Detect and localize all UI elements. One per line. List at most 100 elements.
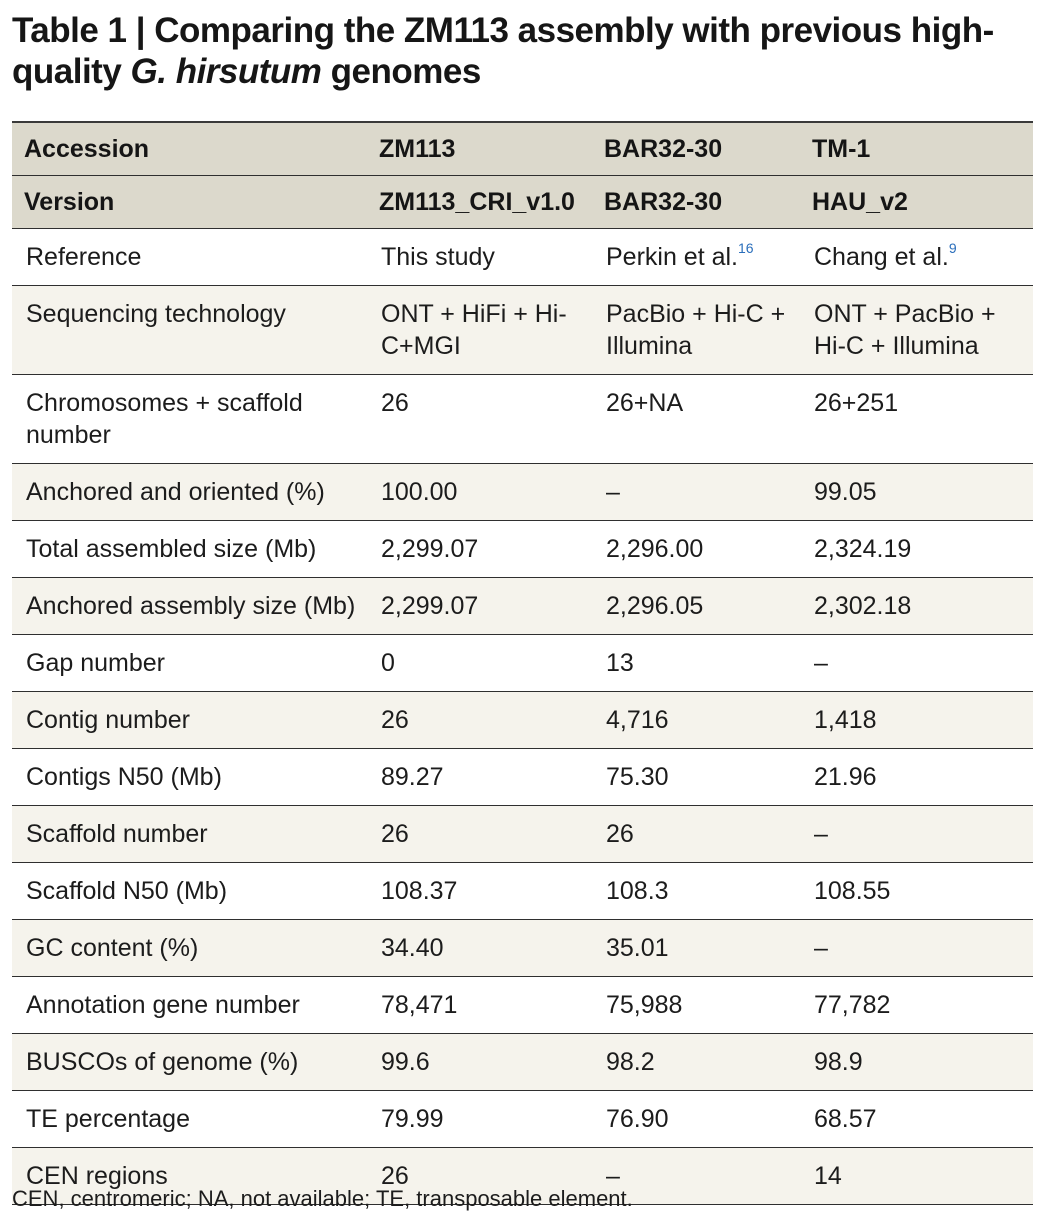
table-row: Chromosomes + scaffold number 26 26+NA 2… bbox=[12, 374, 1033, 464]
table-row: Scaffold number 26 26 – bbox=[12, 805, 1033, 863]
tm1-cell: 77,782 bbox=[800, 976, 1033, 1034]
row-label: Scaffold N50 (Mb) bbox=[12, 862, 367, 920]
tm1-cell: 2,324.19 bbox=[800, 520, 1033, 578]
header-cell: ZM113 bbox=[367, 121, 592, 176]
table-row: Anchored assembly size (Mb) 2,299.07 2,2… bbox=[12, 577, 1033, 635]
header-cell: Version bbox=[12, 175, 367, 229]
zm113-cell: ONT + HiFi + Hi-C+MGI bbox=[367, 285, 592, 375]
zm113-cell: 89.27 bbox=[367, 748, 592, 806]
row-label: Anchored assembly size (Mb) bbox=[12, 577, 367, 635]
table-row: Anchored and oriented (%) 100.00 – 99.05 bbox=[12, 463, 1033, 521]
table-row: Contig number 26 4,716 1,418 bbox=[12, 691, 1033, 749]
table-row: Total assembled size (Mb) 2,299.07 2,296… bbox=[12, 520, 1033, 578]
bar32-cell: 2,296.05 bbox=[592, 577, 800, 635]
tm1-cell: 26+251 bbox=[800, 374, 1033, 464]
row-label: Sequencing technology bbox=[12, 285, 367, 375]
header-cell: HAU_v2 bbox=[800, 175, 1033, 229]
zm113-cell: This study bbox=[367, 228, 592, 286]
tm1-cell: 14 bbox=[800, 1147, 1033, 1205]
zm113-cell: 108.37 bbox=[367, 862, 592, 920]
tm1-cell: 98.9 bbox=[800, 1033, 1033, 1091]
genome-comparison-table: Accession ZM113 BAR32-30 TM-1 Version ZM… bbox=[12, 121, 1033, 1205]
bar32-cell: 76.90 bbox=[592, 1090, 800, 1148]
table-row: Annotation gene number 78,471 75,988 77,… bbox=[12, 976, 1033, 1034]
table-row: Sequencing technology ONT + HiFi + Hi-C+… bbox=[12, 285, 1033, 375]
bar32-cell: Perkin et al.16 bbox=[592, 228, 800, 286]
row-label: Scaffold number bbox=[12, 805, 367, 863]
zm113-cell: 100.00 bbox=[367, 463, 592, 521]
row-label: Contig number bbox=[12, 691, 367, 749]
table-header: Accession ZM113 BAR32-30 TM-1 Version ZM… bbox=[12, 121, 1033, 229]
tm1-cell: 2,302.18 bbox=[800, 577, 1033, 635]
table-body: Reference This study Perkin et al.16 Cha… bbox=[12, 228, 1033, 1205]
tm1-cell: 108.55 bbox=[800, 862, 1033, 920]
table-row: BUSCOs of genome (%) 99.6 98.2 98.9 bbox=[12, 1033, 1033, 1091]
row-label: CEN regions bbox=[12, 1147, 367, 1205]
table-row: Reference This study Perkin et al.16 Cha… bbox=[12, 228, 1033, 286]
header-cell: Accession bbox=[12, 121, 367, 176]
zm113-cell: 34.40 bbox=[367, 919, 592, 977]
tm1-cell: 68.57 bbox=[800, 1090, 1033, 1148]
bar32-cell: 75,988 bbox=[592, 976, 800, 1034]
tm1-cell: Chang et al.9 bbox=[800, 228, 1033, 286]
bar32-cell: 26+NA bbox=[592, 374, 800, 464]
row-label: Gap number bbox=[12, 634, 367, 692]
table-row: TE percentage 79.99 76.90 68.57 bbox=[12, 1090, 1033, 1148]
reference-text: Perkin et al. bbox=[606, 243, 739, 271]
bar32-cell: 98.2 bbox=[592, 1033, 800, 1091]
table-row: CEN regions 26 – 14 bbox=[12, 1147, 1033, 1205]
zm113-cell: 0 bbox=[367, 634, 592, 692]
zm113-cell: 2,299.07 bbox=[367, 577, 592, 635]
bar32-cell: 75.30 bbox=[592, 748, 800, 806]
zm113-cell: 99.6 bbox=[367, 1033, 592, 1091]
zm113-cell: 2,299.07 bbox=[367, 520, 592, 578]
citation-link[interactable]: 16 bbox=[738, 240, 754, 256]
row-label: GC content (%) bbox=[12, 919, 367, 977]
title-suffix: genomes bbox=[321, 52, 482, 91]
zm113-cell: 26 bbox=[367, 805, 592, 863]
header-cell: ZM113_CRI_v1.0 bbox=[367, 175, 592, 229]
bar32-cell: – bbox=[592, 463, 800, 521]
table-title: Table 1 | Comparing the ZM113 assembly w… bbox=[12, 10, 1042, 92]
table-row: Contigs N50 (Mb) 89.27 75.30 21.96 bbox=[12, 748, 1033, 806]
reference-text: Chang et al. bbox=[814, 243, 949, 271]
tm1-cell: – bbox=[800, 634, 1033, 692]
header-cell: BAR32-30 bbox=[592, 121, 800, 176]
title-species: G. hirsutum bbox=[130, 52, 322, 91]
title-text: Table 1 | Comparing the ZM113 assembly w… bbox=[12, 11, 994, 91]
table-row: Gap number 0 13 – bbox=[12, 634, 1033, 692]
bar32-cell: 2,296.00 bbox=[592, 520, 800, 578]
bar32-cell: 26 bbox=[592, 805, 800, 863]
tm1-cell: 99.05 bbox=[800, 463, 1033, 521]
bar32-cell: 108.3 bbox=[592, 862, 800, 920]
row-label: Annotation gene number bbox=[12, 976, 367, 1034]
table-row: Scaffold N50 (Mb) 108.37 108.3 108.55 bbox=[12, 862, 1033, 920]
tm1-cell: 1,418 bbox=[800, 691, 1033, 749]
bar32-cell: – bbox=[592, 1147, 800, 1205]
zm113-cell: 78,471 bbox=[367, 976, 592, 1034]
header-cell: BAR32-30 bbox=[592, 175, 800, 229]
tm1-cell: – bbox=[800, 919, 1033, 977]
zm113-cell: 26 bbox=[367, 691, 592, 749]
row-label: Total assembled size (Mb) bbox=[12, 520, 367, 578]
header-row: Version ZM113_CRI_v1.0 BAR32-30 HAU_v2 bbox=[12, 175, 1033, 229]
row-label: Anchored and oriented (%) bbox=[12, 463, 367, 521]
table-footnote: CEN, centromeric; NA, not available; TE,… bbox=[12, 1186, 633, 1211]
tm1-cell: – bbox=[800, 805, 1033, 863]
row-label: BUSCOs of genome (%) bbox=[12, 1033, 367, 1091]
zm113-cell: 26 bbox=[367, 374, 592, 464]
bar32-cell: 13 bbox=[592, 634, 800, 692]
zm113-cell: 79.99 bbox=[367, 1090, 592, 1148]
bar32-cell: PacBio + Hi-C + Illumina bbox=[592, 285, 800, 375]
table-row: GC content (%) 34.40 35.01 – bbox=[12, 919, 1033, 977]
citation-link[interactable]: 9 bbox=[948, 240, 957, 256]
row-label: TE percentage bbox=[12, 1090, 367, 1148]
zm113-cell: 26 bbox=[367, 1147, 592, 1205]
row-label: Chromosomes + scaffold number bbox=[12, 374, 367, 464]
header-row: Accession ZM113 BAR32-30 TM-1 bbox=[12, 121, 1033, 176]
row-label: Contigs N50 (Mb) bbox=[12, 748, 367, 806]
header-cell: TM-1 bbox=[800, 121, 1033, 176]
bar32-cell: 35.01 bbox=[592, 919, 800, 977]
bar32-cell: 4,716 bbox=[592, 691, 800, 749]
row-label: Reference bbox=[12, 228, 367, 286]
